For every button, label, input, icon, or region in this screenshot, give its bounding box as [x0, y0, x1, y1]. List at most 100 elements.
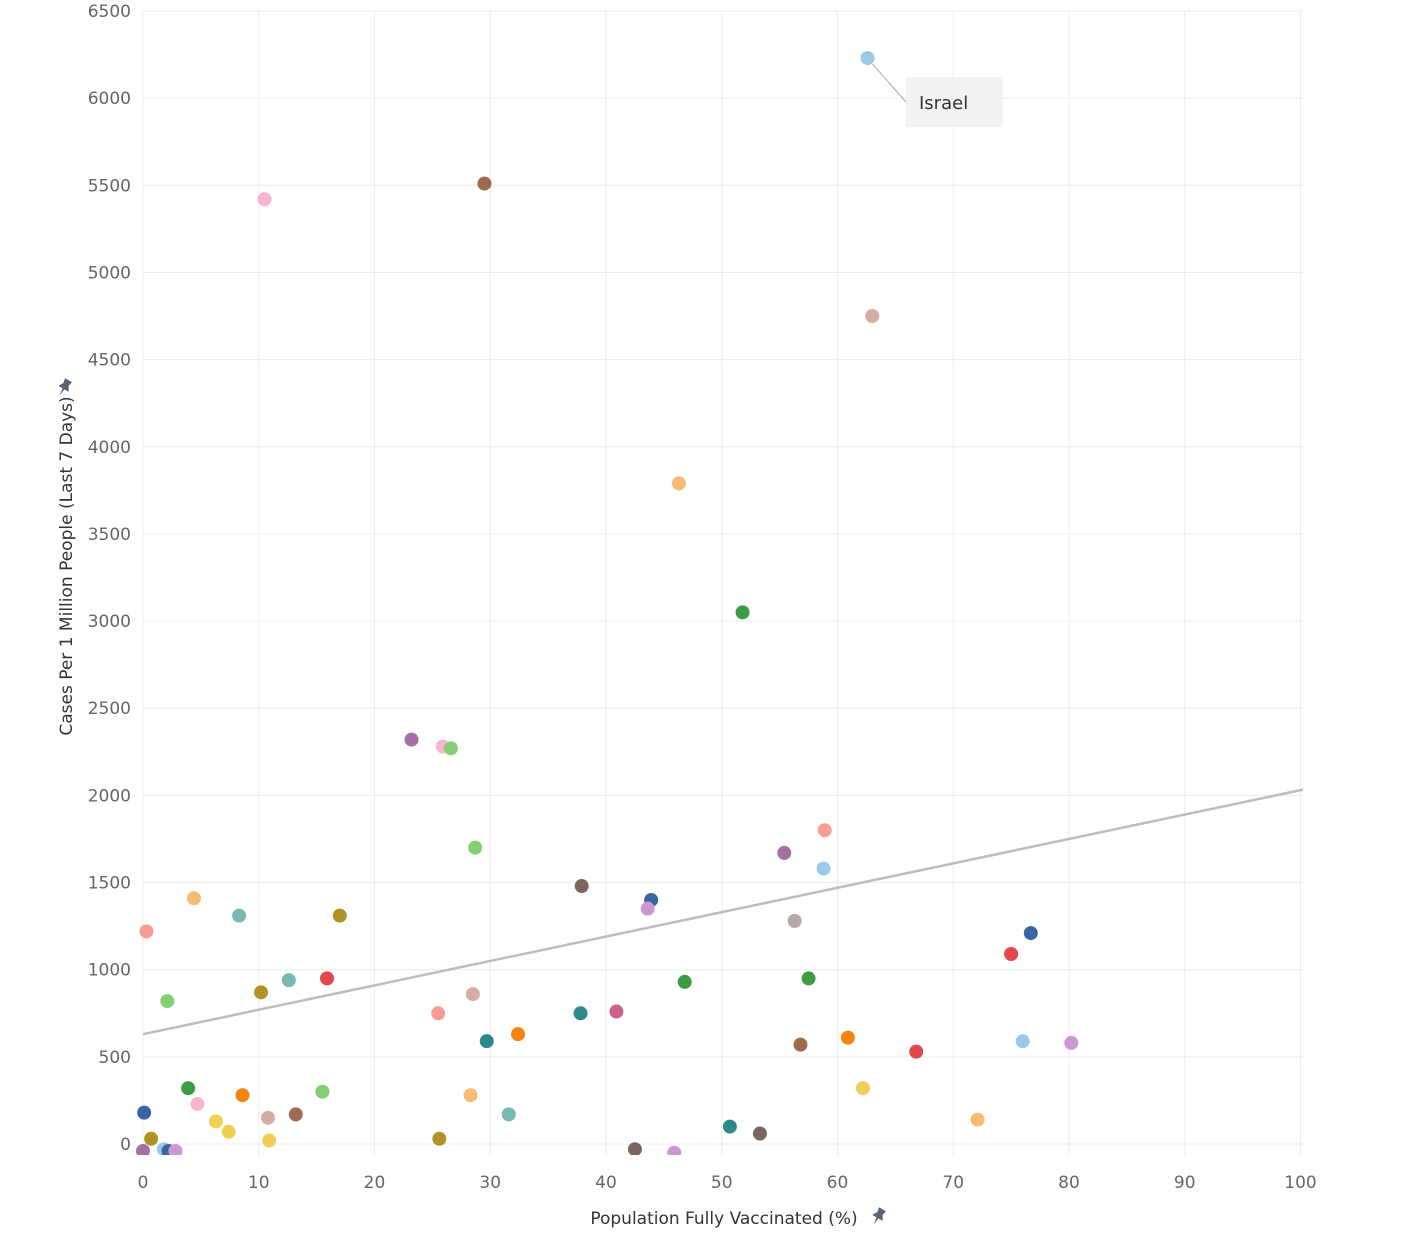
data-point[interactable]	[168, 1144, 182, 1158]
x-tick-label: 70	[942, 1173, 964, 1193]
data-point[interactable]	[181, 1081, 195, 1095]
x-tick-label: 100	[1284, 1173, 1316, 1193]
y-tick-label: 1000	[88, 961, 131, 981]
data-point[interactable]	[1016, 1034, 1030, 1048]
y-tick-label: 4500	[88, 351, 131, 371]
data-point[interactable]	[236, 1088, 250, 1102]
data-point[interactable]	[466, 987, 480, 1001]
data-point[interactable]	[444, 741, 458, 755]
y-axis-title: Cases Per 1 Million People (Last 7 Days)	[57, 396, 77, 735]
data-point[interactable]	[1064, 1036, 1078, 1050]
x-tick-label: 30	[479, 1173, 501, 1193]
x-tick-label: 0	[138, 1173, 149, 1193]
y-tick-label: 4000	[88, 438, 131, 458]
data-point[interactable]	[187, 891, 201, 905]
data-point[interactable]	[468, 841, 482, 855]
data-point[interactable]	[502, 1107, 516, 1121]
data-point[interactable]	[672, 476, 686, 490]
y-tick-label: 6500	[88, 2, 131, 22]
y-axis-pin-icon[interactable]	[54, 377, 73, 399]
data-point[interactable]	[333, 909, 347, 923]
data-point[interactable]	[232, 909, 246, 923]
data-point[interactable]	[320, 971, 334, 985]
data-point[interactable]	[405, 733, 419, 747]
data-point[interactable]	[477, 177, 491, 191]
x-tick-label: 10	[248, 1173, 270, 1193]
data-point[interactable]	[137, 1106, 151, 1120]
data-point[interactable]	[802, 971, 816, 985]
data-point[interactable]	[678, 975, 692, 989]
data-point[interactable]	[818, 823, 832, 837]
grid	[143, 11, 1303, 1155]
data-point[interactable]	[841, 1031, 855, 1045]
data-point[interactable]	[723, 1120, 737, 1134]
data-point[interactable]	[861, 51, 875, 65]
x-tick-label: 60	[827, 1173, 849, 1193]
pin-icon	[54, 377, 73, 399]
data-point[interactable]	[574, 1006, 588, 1020]
y-tick-label: 1500	[88, 874, 131, 894]
y-tick-label: 3500	[88, 525, 131, 545]
data-points	[136, 51, 1078, 1160]
data-point[interactable]	[254, 985, 268, 999]
data-point[interactable]	[222, 1125, 236, 1139]
y-tick-label: 0	[120, 1135, 131, 1155]
x-tick-label: 90	[1174, 1173, 1196, 1193]
data-point[interactable]	[511, 1027, 525, 1041]
data-point[interactable]	[856, 1081, 870, 1095]
data-point[interactable]	[736, 605, 750, 619]
annotation-leader-line	[873, 64, 906, 102]
data-point[interactable]	[144, 1132, 158, 1146]
data-point[interactable]	[667, 1146, 681, 1160]
axes: 0 10 20 30 40 50 60 70 80 90 100050010001500200025…	[88, 2, 1317, 1193]
x-tick-label: 40	[595, 1173, 617, 1193]
y-tick-label: 5000	[88, 263, 131, 283]
y-tick-label: 2500	[88, 699, 131, 719]
annotation-label: Israel	[919, 93, 968, 114]
data-point[interactable]	[262, 1134, 276, 1148]
data-point[interactable]	[432, 1132, 446, 1146]
x-tick-label: 80	[1058, 1173, 1080, 1193]
data-point[interactable]	[289, 1107, 303, 1121]
pin-icon	[868, 1206, 887, 1228]
y-tick-label: 500	[99, 1048, 131, 1068]
data-point[interactable]	[753, 1127, 767, 1141]
data-point[interactable]	[431, 1006, 445, 1020]
data-point[interactable]	[261, 1111, 275, 1125]
data-point[interactable]	[258, 192, 272, 206]
data-point[interactable]	[209, 1114, 223, 1128]
data-point[interactable]	[464, 1088, 478, 1102]
annotation-israel: Israel	[873, 64, 1003, 127]
data-point[interactable]	[282, 973, 296, 987]
data-point[interactable]	[1004, 947, 1018, 961]
y-tick-label: 2000	[88, 786, 131, 806]
data-point[interactable]	[909, 1045, 923, 1059]
data-point[interactable]	[628, 1142, 642, 1156]
y-tick-label: 6000	[88, 89, 131, 109]
data-point[interactable]	[817, 862, 831, 876]
data-point[interactable]	[609, 1005, 623, 1019]
x-tick-label: 50	[711, 1173, 733, 1193]
data-point[interactable]	[315, 1085, 329, 1099]
data-point[interactable]	[641, 902, 655, 916]
y-tick-label: 3000	[88, 612, 131, 632]
data-point[interactable]	[480, 1034, 494, 1048]
data-point[interactable]	[136, 1144, 150, 1158]
data-point[interactable]	[793, 1038, 807, 1052]
y-tick-label: 5500	[88, 176, 131, 196]
data-point[interactable]	[190, 1097, 204, 1111]
x-tick-label: 20	[364, 1173, 386, 1193]
trend-line-group	[143, 790, 1303, 1035]
data-point[interactable]	[160, 994, 174, 1008]
data-point[interactable]	[971, 1113, 985, 1127]
data-point[interactable]	[788, 914, 802, 928]
data-point[interactable]	[1024, 926, 1038, 940]
data-point[interactable]	[777, 846, 791, 860]
data-point[interactable]	[575, 879, 589, 893]
x-axis-pin-icon[interactable]	[868, 1206, 887, 1228]
data-point[interactable]	[139, 924, 153, 938]
x-axis-title: Population Fully Vaccinated (%)	[590, 1209, 857, 1229]
data-point[interactable]	[865, 309, 879, 323]
trend-line	[143, 790, 1303, 1035]
